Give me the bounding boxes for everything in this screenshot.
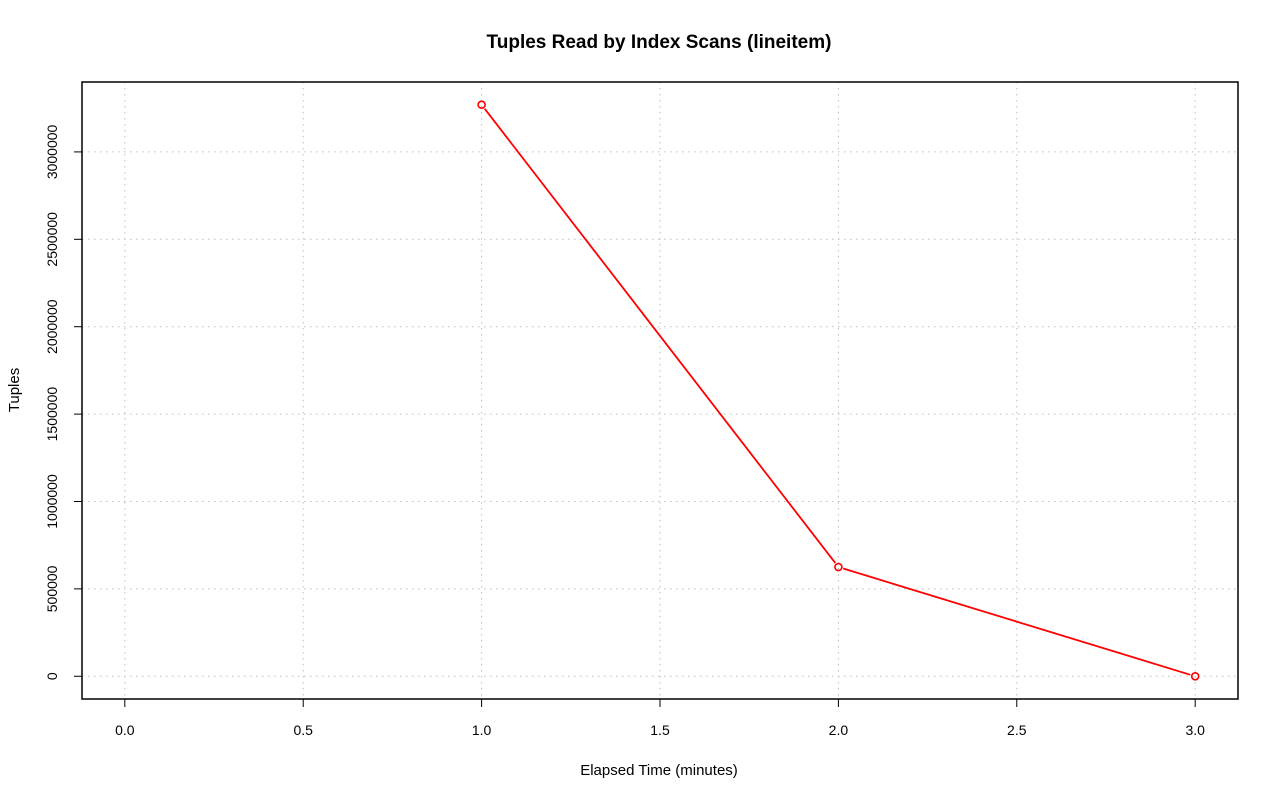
x-tick-label-6: 3.0	[1185, 722, 1205, 738]
grid	[82, 82, 1238, 699]
x-tick-label-0: 0.0	[115, 722, 135, 738]
y-tick-label-0: 0	[44, 672, 60, 680]
series-0-point-2	[1190, 671, 1200, 681]
x-tick-label-3: 1.5	[650, 722, 670, 738]
y-tick-label-4: 2000000	[44, 299, 60, 354]
chart-title: Tuples Read by Index Scans (lineitem)	[487, 32, 832, 53]
x-tick-label-4: 2.0	[829, 722, 849, 738]
x-tick-label-2: 1.0	[472, 722, 492, 738]
series-0-segment-0	[483, 108, 837, 564]
x-tick-label-1: 0.5	[293, 722, 313, 738]
y-tick-label-3: 1500000	[44, 387, 60, 442]
y-axis-label: Tuples	[6, 368, 23, 412]
y-tick-label-1: 500000	[44, 565, 60, 612]
series-0-segment-1	[842, 567, 1191, 676]
series-layer	[477, 100, 1200, 681]
x-tick-label-5: 2.5	[1007, 722, 1027, 738]
series-0-point-0	[477, 100, 486, 110]
series-0-point-1	[834, 562, 843, 572]
x-axis-label: Elapsed Time (minutes)	[580, 762, 738, 779]
y-tick-label-5: 2500000	[44, 212, 60, 267]
y-tick-label-2: 1000000	[44, 474, 60, 529]
plot-frame	[81, 81, 1239, 700]
y-tick-label-6: 3000000	[44, 124, 60, 179]
